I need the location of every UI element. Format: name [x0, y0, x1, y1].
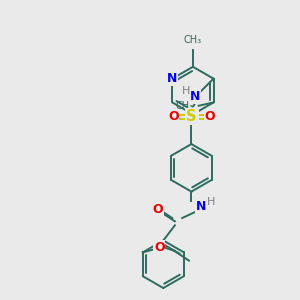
- Text: O: O: [204, 110, 215, 123]
- Text: H: H: [182, 86, 190, 96]
- Text: H: H: [207, 196, 215, 206]
- Text: N: N: [190, 90, 200, 103]
- Text: S: S: [186, 109, 196, 124]
- Text: CH₃: CH₃: [176, 101, 194, 111]
- Text: N: N: [167, 72, 178, 85]
- Text: O: O: [168, 110, 178, 123]
- Text: N: N: [196, 200, 206, 213]
- Text: CH₃: CH₃: [184, 35, 202, 45]
- Text: O: O: [154, 241, 165, 254]
- Text: N: N: [188, 108, 198, 121]
- Text: O: O: [152, 203, 163, 216]
